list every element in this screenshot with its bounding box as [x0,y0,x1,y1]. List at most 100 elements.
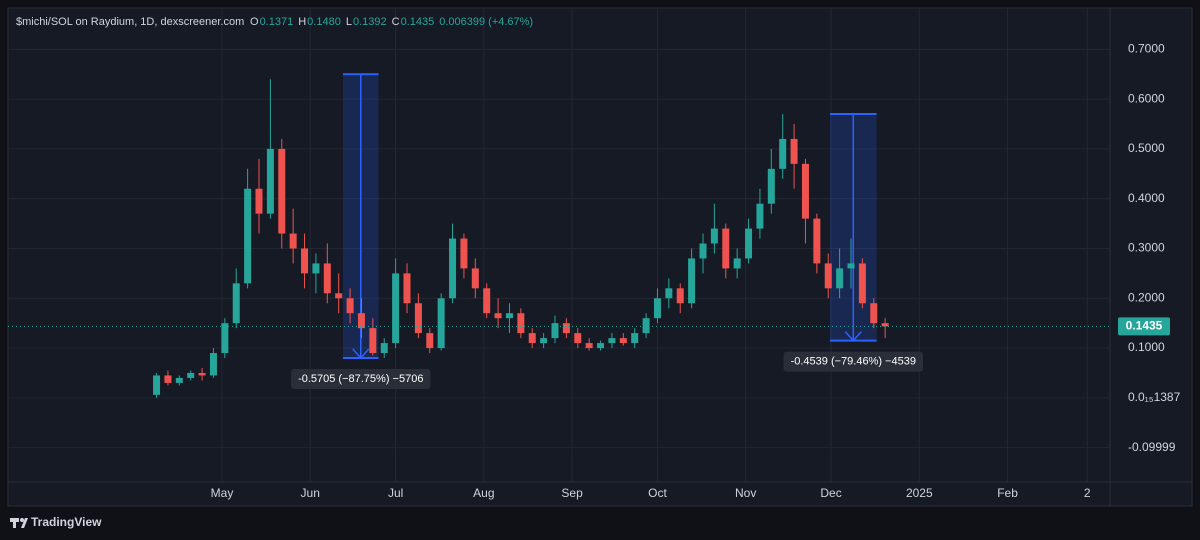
candle-body [665,288,673,299]
last-price-box [1118,317,1170,336]
candle-body [574,333,582,344]
candle-body [881,323,889,327]
candle-body [722,228,730,269]
candle-body [426,333,434,349]
candle-body [790,138,798,164]
candle-body [221,323,229,354]
candle-body [653,298,661,319]
measure-label-bg [291,369,431,390]
candle-body [301,248,309,274]
panel [7,7,1193,507]
measure-label: -0.5705 (−87.75%) −5706 [298,373,423,385]
candle-body [403,273,411,304]
x-tick-label: Dec [820,486,841,500]
candle-body [779,138,787,169]
candle-body [528,333,536,344]
candle-body [357,313,365,329]
candle-body [745,228,753,259]
candle-body [858,263,866,304]
x-tick-label: Feb [997,486,1018,500]
candle-body [505,313,513,319]
candle-body [187,372,195,378]
candle-body [836,268,844,289]
y-tick-label: 0.2000 [1128,290,1165,304]
candle-body [562,323,570,334]
legend-value: 0.1480 [307,16,341,28]
candle-body [676,288,684,304]
y-tick-label: 0.6000 [1128,91,1165,105]
x-tick-label: 2025 [906,486,933,500]
y-tick-label: 0.7000 [1128,42,1165,56]
candle-body [164,375,172,383]
y-tick-label: 0.4000 [1128,191,1165,205]
candle-body [540,338,548,344]
candle-body [289,233,297,249]
candle-body [232,283,240,324]
brand-logo [10,518,28,528]
grid: 0.7000 0.6000 0.5000 0.4000 0.3000 0.2000 0.10… [8,8,1181,500]
candle-body [710,228,718,244]
candle-body [266,148,274,214]
candle-body [392,273,400,344]
candle-body [414,303,422,334]
candle-body [813,218,821,264]
candle-body [756,203,764,229]
candle-body [767,168,775,204]
legend-key: H [298,16,306,28]
legend-change: 0.006399 (+4.67%) [439,16,533,28]
x-tick-label: May [211,486,234,500]
brand: TradingView [31,515,102,529]
last-price-label: 0.1435 [1126,319,1163,333]
candle-body [733,258,741,269]
candle-body [824,263,832,289]
x-tick-label: Sep [561,486,583,500]
candle-body [380,343,388,354]
candle-body [278,148,286,234]
y-tick-label: 0.1000 [1128,340,1165,354]
candle-body [642,318,650,334]
candle-body [688,258,696,304]
measure-label-bg [783,351,923,372]
candle-body [801,163,809,219]
legend-key: L [346,16,352,28]
x-tick-label: Aug [473,486,494,500]
candle-body [449,238,457,299]
candle-body [460,238,468,269]
candle-body [631,333,639,344]
y-tick-label: -0.09999 [1128,440,1176,454]
measure-label: -0.4539 (−79.46%) −4539 [791,355,916,367]
legend-value: 0.1392 [353,16,387,28]
legend: O 0.1371 H 0.1480 L 0.1392 C 0.1435 0.006399 (+4… [250,16,533,28]
x-tick-label: Nov [735,486,756,500]
legend-key: C [392,16,400,28]
legend-key: O [250,16,259,28]
candle-body [597,343,605,349]
candle-body [153,375,161,395]
chart-title: $michi/SOL on Raydium, 1D, dexscreener.c… [16,16,244,28]
y-tick-label: 0.5000 [1128,141,1165,155]
candle-body [870,303,878,324]
candle-body [255,188,263,214]
candle-body [198,372,206,376]
candle-body [847,263,855,269]
measure-arrow-head [844,331,862,342]
candle-body [369,328,377,354]
x-tick-label: Jul [388,486,403,500]
candle-body [323,263,331,294]
candle-body [471,268,479,289]
candle-body [209,353,217,376]
candle-body [346,298,354,314]
candle-body [608,338,616,344]
candle-body [483,288,491,314]
candle-body [619,338,627,344]
candle-body [585,343,593,349]
candle-body [517,313,525,334]
candle-body [175,377,183,383]
candle-body [494,313,502,319]
candle-body [335,293,343,299]
candle-body [312,263,320,274]
legend-value: 0.1371 [260,16,294,28]
legend-value: 0.1435 [401,16,435,28]
y-tick-label: 0.3000 [1128,241,1165,255]
